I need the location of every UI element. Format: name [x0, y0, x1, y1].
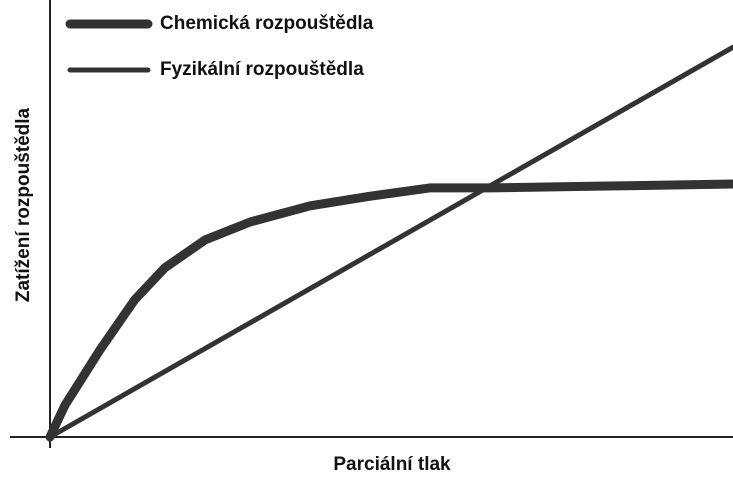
legend-label: Chemická rozpouštědla [160, 13, 374, 34]
data-line [47, 44, 733, 440]
y-axis-label: Zatížení rozpouštědla [13, 107, 34, 302]
data-line [45, 179, 733, 442]
x-axis-label: Parciální tlak [333, 454, 451, 475]
legend-label: Fyzikální rozpouštědla [160, 59, 364, 80]
